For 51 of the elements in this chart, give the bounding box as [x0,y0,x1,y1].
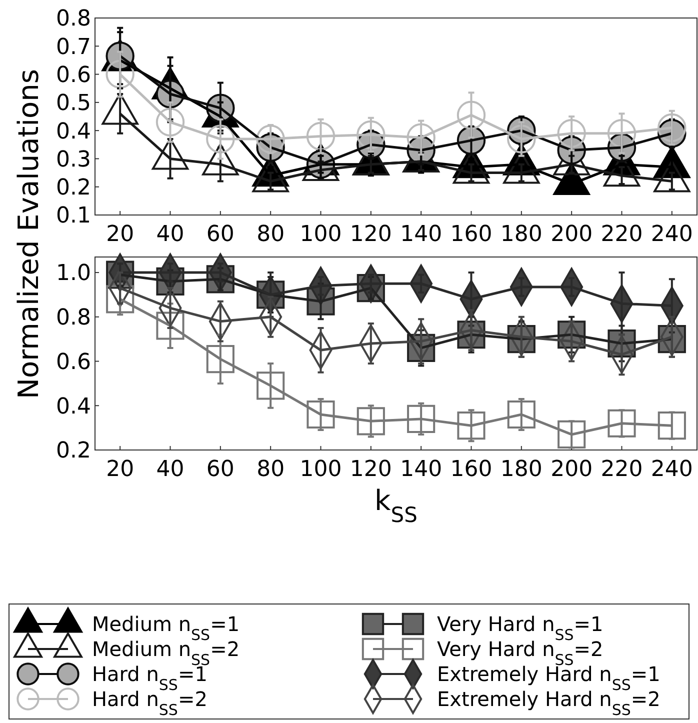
x-tick-label: 220 [600,457,643,482]
x-tick-label: 240 [650,222,693,247]
y-tick-label: 0.2 [56,176,91,201]
x-tick-label: 80 [256,222,285,247]
point [356,407,385,436]
y-tick-label: 0.6 [56,350,91,375]
point [256,372,285,400]
y-tick-label: 0.4 [56,394,91,420]
x-tick-label: 40 [156,222,184,247]
y-axis-title: Normalized Evaluations [12,68,45,400]
x-tick-label: 20 [106,222,134,247]
x-tick-label: 40 [156,457,184,482]
point [206,345,234,374]
point [608,409,636,438]
x-tick-label: 100 [300,222,342,247]
x-tick-label: 220 [600,222,643,247]
y-tick-label: 0.6 [56,62,91,88]
x-tick-label: 200 [550,457,593,482]
point [507,400,536,429]
x-tick-label: 180 [500,457,542,482]
point [658,412,686,440]
x-tick-label: 140 [400,457,442,482]
y-tick-label: 0.8 [56,6,91,32]
x-tick-label: 100 [300,457,342,482]
y-tick-label: 0.1 [56,204,91,229]
point [407,404,436,433]
point [156,312,184,340]
y-tick-label: 0.3 [56,147,91,172]
y-tick-label: 0.2 [56,438,91,464]
x-axis-title: k$_{SS}$ [374,484,418,527]
y-tick-label: 0.5 [56,91,91,116]
y-tick-label: 1.0 [56,261,91,286]
x-tick-label: 240 [650,457,693,482]
x-tick-label: 80 [256,457,285,482]
point [306,400,335,429]
point [558,420,586,449]
y-tick-label: 0.4 [56,119,91,144]
y-tick-label: 0.8 [56,306,91,331]
x-tick-label: 160 [450,222,492,247]
point [457,412,486,440]
y-tick-label: 0.7 [56,34,91,60]
x-tick-label: 120 [350,457,392,482]
x-tick-label: 200 [550,222,593,247]
point [106,285,134,314]
x-tick-label: 120 [350,222,392,247]
x-tick-label: 160 [450,457,492,482]
x-tick-label: 60 [206,222,234,247]
x-tick-label: 60 [206,457,234,482]
x-tick-label: 180 [500,222,542,247]
x-tick-label: 20 [106,457,134,482]
x-tick-label: 140 [400,222,442,247]
